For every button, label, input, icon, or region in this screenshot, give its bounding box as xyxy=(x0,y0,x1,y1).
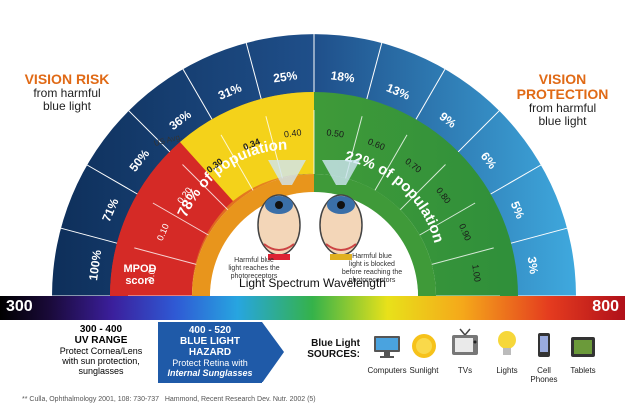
lightbulb-icon xyxy=(498,331,516,355)
vision-protection-block: VISION PROTECTION from harmful blue ligh… xyxy=(505,72,620,128)
segment-divider xyxy=(399,164,446,211)
vision-protection-sub2: blue light xyxy=(538,114,587,128)
uv-line1: Protect Cornea/Lens xyxy=(59,346,143,356)
outer-percentage-label: 5% xyxy=(508,199,528,221)
tablet-icon xyxy=(571,337,595,357)
sources-label-block: Blue Light SOURCES: xyxy=(290,338,360,360)
outer-percentage-label: 25% xyxy=(273,68,299,85)
eye-left-icon xyxy=(257,160,306,260)
spectrum-label: Light Spectrum Wavelength xyxy=(239,276,386,290)
phone-icon xyxy=(538,333,550,357)
eye-right-icon xyxy=(319,160,363,260)
segment-divider xyxy=(374,134,408,191)
source-tablets: Tablets xyxy=(570,366,596,375)
vision-protection-sub1: from harmful xyxy=(528,101,597,115)
vision-risk-sub1: from harmful xyxy=(33,86,101,100)
source-lights: Lights xyxy=(496,366,518,375)
segment-divider xyxy=(431,247,494,265)
segment-divider xyxy=(245,42,262,100)
segment-divider xyxy=(419,202,476,236)
outer-percentage-label: 100% xyxy=(86,249,104,282)
source-computers: Computers xyxy=(367,366,407,375)
source-cell-phones: Cell Phones xyxy=(530,366,558,384)
uv-line3: sunglasses xyxy=(78,366,124,376)
footnote: ** Culla, Ophthalmology 2001, 108: 730-7… xyxy=(22,396,316,403)
eye-right-caption-3: before reaching the xyxy=(342,269,402,276)
outer-percentage-label: 3% xyxy=(525,256,541,275)
segment-divider xyxy=(152,202,209,236)
mpod-score-label: 0.00 xyxy=(145,264,157,283)
orange-crescent xyxy=(192,174,314,296)
sources-label-1: Blue Light xyxy=(311,338,360,349)
segment-divider xyxy=(60,227,118,244)
eye-right-caption-2: light is blocked xyxy=(349,261,395,268)
sun-icon xyxy=(412,334,436,358)
segment-divider xyxy=(457,110,500,153)
segment-divider xyxy=(134,247,197,265)
segment-divider xyxy=(220,134,254,191)
vision-protection-title1: VISION xyxy=(538,71,587,87)
source-tvs: TVs xyxy=(457,366,473,375)
eye-right-caption-1: Harmful blue xyxy=(352,253,392,260)
sources-label-2: SOURCES: xyxy=(307,349,360,360)
blue-hazard-range: 400 - 520 xyxy=(188,325,232,336)
vision-risk-sub2: blue light xyxy=(42,99,92,113)
spectrum-bar: 300 800 Light Spectrum Wavelength xyxy=(0,276,625,320)
blue-hazard-title: BLUE LIGHT HAZARD xyxy=(180,336,240,358)
source-sunlight: Sunlight xyxy=(409,366,439,375)
segment-divider xyxy=(366,42,383,100)
mpod-score-label: 0.40 xyxy=(283,127,302,139)
red-zone xyxy=(109,142,233,296)
blue-hazard-line2: Internal Sunglasses xyxy=(167,368,253,378)
uv-range-block: 300 - 400 UV RANGE Protect Cornea/Lens w… xyxy=(46,324,156,376)
vision-risk-title: VISION RISK xyxy=(24,71,110,87)
segment-divider xyxy=(510,227,568,244)
mpod-label-line2: score xyxy=(125,275,154,287)
eye-left-caption-1: Harmful blue xyxy=(234,257,274,264)
segment-divider xyxy=(128,110,171,153)
blue-hazard-line1: Protect Retina with xyxy=(172,358,248,368)
hazard-arrow-icon xyxy=(262,322,284,382)
outer-ring xyxy=(52,34,576,296)
outer-percentage-label: 18% xyxy=(330,68,356,85)
uv-line2: with sun protection, xyxy=(62,356,140,366)
vision-protection-title2: PROTECTION xyxy=(516,86,609,102)
segment-divider xyxy=(182,68,213,120)
uv-title: UV RANGE xyxy=(74,335,128,346)
eye-left-caption-2: light reaches the xyxy=(228,265,279,272)
spectrum-end: 800 xyxy=(592,298,619,315)
eye-right-caption-4: photoreceptors xyxy=(349,277,396,284)
tv-icon xyxy=(452,328,478,355)
vision-risk-block: VISION RISK from harmful blue light xyxy=(12,72,122,113)
mpod-score-label: 1.00 xyxy=(470,264,482,283)
segment-divider xyxy=(182,164,229,211)
blue-hazard-block: 400 - 520 BLUE LIGHT HAZARD Protect Reti… xyxy=(158,322,262,383)
mpod-label-line1: MPOD xyxy=(124,263,157,275)
segment-divider xyxy=(415,68,446,120)
eye-left-caption-3: photoreceptors xyxy=(231,273,278,280)
segment-divider xyxy=(86,164,138,195)
uv-range: 300 - 400 xyxy=(79,324,123,335)
mpod-score-label: 0.50 xyxy=(326,127,345,139)
arc-diagram: % Harmful Blue Light Reaching Photorecep… xyxy=(52,34,576,296)
computer-icon xyxy=(374,336,400,358)
spectrum-start: 300 xyxy=(6,298,33,315)
segment-divider xyxy=(490,164,542,195)
green-crescent xyxy=(314,174,436,296)
